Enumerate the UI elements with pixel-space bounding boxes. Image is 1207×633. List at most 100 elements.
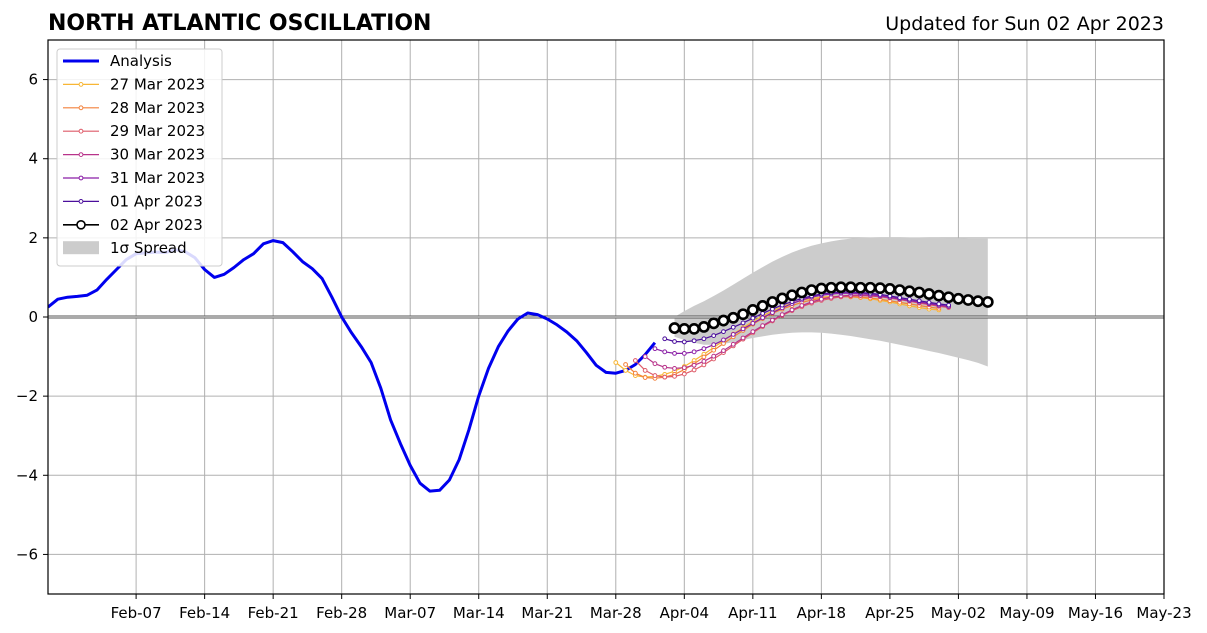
forecast-point [691,349,697,355]
forecast-point [750,315,756,321]
forecast-point [711,333,717,338]
forecast-point [727,311,740,324]
forecast-point [923,288,935,300]
forecast-series [662,289,952,345]
legend-label: 01 Apr 2023 [110,192,203,210]
forecast-point [721,329,726,335]
x-tick-label: Apr-25 [865,604,915,622]
forecast-point [711,353,717,359]
forecast-point [981,296,994,308]
x-tick-label: May-23 [1136,604,1191,622]
forecast-point [962,294,975,306]
forecast-point [632,370,638,376]
forecast-line [615,295,939,378]
legend-item: 1σ Spread [63,239,187,257]
x-axis: Feb-07 Feb-14 Feb-21 Feb-28 Mar-07 Mar-14 Mar-… [111,594,1192,622]
legend-marker [78,82,84,87]
forecast-point [662,349,668,355]
legend-label: 02 Apr 2023 [110,216,203,234]
legend-label: 31 Mar 2023 [110,169,205,187]
forecast-point [632,358,638,363]
legend-label: 27 Mar 2023 [110,75,205,93]
forecast-point [854,281,867,294]
legend-item: Analysis [63,52,172,70]
forecast-point [681,339,687,345]
forecast-point [672,373,677,379]
forecast-point [678,322,691,335]
forecast-point [711,342,717,348]
forecast-point [707,317,720,330]
forecast-point [913,286,926,299]
forecast-point [903,285,916,298]
y-tick-label: 6 [28,71,38,89]
forecast-point [721,337,726,343]
forecast-point [717,314,730,327]
legend-marker [78,105,84,111]
forecast-point [815,282,828,295]
y-tick-label: −6 [16,545,38,563]
forecast-point [795,286,808,299]
forecast-series [668,281,994,335]
forecast-point [662,364,668,370]
x-tick-label: Mar-28 [590,604,642,622]
chart-title: NORTH ATLANTIC OSCILLATION [48,11,431,36]
forecast-point [681,365,687,371]
legend-marker [76,220,86,230]
legend-box [56,48,223,267]
forecast-point [789,307,795,313]
forecast-point [907,296,912,302]
y-tick-label: −4 [16,466,38,484]
forecast-point [897,295,903,301]
forecast-point [623,362,628,367]
legend-marker [78,152,84,158]
legend-label: Analysis [110,52,172,70]
legend-label: 1σ Spread [110,239,187,257]
x-tick-label: Feb-07 [111,604,162,622]
legend-item: 30 Mar 2023 [63,146,205,164]
legend-swatch [63,241,99,255]
y-tick-label: 2 [28,229,38,247]
forecast-point [825,281,838,294]
forecast-point [786,289,798,302]
forecast-point [672,339,677,344]
legend-item: 31 Mar 2023 [63,169,205,187]
x-tick-label: Apr-18 [797,604,847,622]
forecast-point [809,299,814,305]
forecast-point [946,302,952,308]
forecast-point [668,322,681,334]
legend-item: 27 Mar 2023 [63,75,205,93]
forecast-point [776,292,789,305]
forecast-point [623,368,628,373]
x-tick-label: Feb-21 [248,604,299,622]
forecast-point [835,281,847,294]
analysis-line [48,239,657,493]
legend: Analysis 27 Mar 2023 28 Mar 2023 29 Mar 202… [56,48,223,267]
chart-subtitle: Updated for Sun 02 Apr 2023 [885,13,1164,35]
forecast-point [740,335,746,341]
forecast-point [916,298,922,304]
forecast-point [662,336,668,342]
forecast-point [883,283,896,295]
forecast-point [681,351,687,356]
forecast-point [893,284,906,296]
forecast-point [701,358,707,364]
forecast-point [711,347,717,353]
y-axis: −6 −4 −2 0 2 4 6 [16,71,48,563]
forecast-point [740,320,746,326]
legend-marker [78,199,84,204]
y-tick-label: −2 [16,387,38,405]
legend-marker [78,128,84,134]
forecast-point [721,348,726,354]
forecast-point [652,346,658,352]
y-tick-label: 0 [28,308,38,326]
forecast-point [681,371,687,377]
spread-band [674,237,988,367]
forecast-point [746,303,759,316]
forecast-point [652,361,658,367]
forecast-point [844,281,857,294]
forecast-point [642,368,648,373]
y-tick-label: 4 [28,150,38,168]
forecast-point [770,317,775,323]
x-tick-label: May-09 [999,604,1054,622]
